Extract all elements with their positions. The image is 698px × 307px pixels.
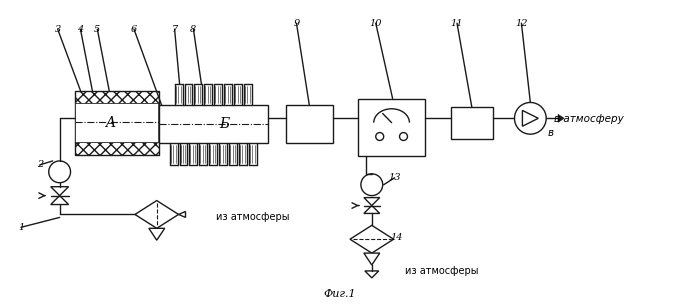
Text: из атмосферы: из атмосферы [216, 212, 290, 222]
Text: Фиг.1: Фиг.1 [324, 289, 357, 299]
Polygon shape [364, 198, 380, 205]
Text: 8: 8 [191, 25, 197, 34]
Bar [75, 91, 158, 155]
Bar [75, 91, 158, 103]
Polygon shape [135, 200, 179, 228]
Text: в: в [547, 128, 554, 138]
Bar [75, 142, 158, 155]
Polygon shape [364, 253, 380, 265]
Polygon shape [365, 271, 379, 278]
Polygon shape [179, 212, 186, 217]
Polygon shape [51, 187, 68, 196]
Bar [451, 107, 493, 139]
Text: 10: 10 [369, 19, 382, 28]
Circle shape [399, 133, 408, 141]
Text: в атмосферу: в атмосферу [554, 114, 624, 124]
Bar [358, 99, 425, 156]
Polygon shape [149, 228, 165, 240]
Text: 11: 11 [451, 19, 463, 28]
Circle shape [514, 103, 547, 134]
Polygon shape [51, 196, 68, 204]
Circle shape [376, 133, 384, 141]
Text: 6: 6 [131, 25, 137, 34]
Text: 2: 2 [37, 160, 43, 169]
Text: 13: 13 [388, 173, 401, 182]
Polygon shape [364, 205, 380, 213]
Text: 14: 14 [390, 233, 403, 242]
Text: 1: 1 [18, 223, 24, 232]
Text: Б: Б [219, 117, 229, 131]
Text: 12: 12 [515, 19, 528, 28]
Polygon shape [522, 111, 538, 126]
Bar [285, 105, 333, 143]
Text: из атмосферы: из атмосферы [406, 266, 479, 276]
Text: A: A [105, 116, 115, 130]
Circle shape [49, 161, 70, 183]
Bar [158, 105, 268, 143]
Text: 5: 5 [94, 25, 101, 34]
Bar [75, 103, 158, 142]
Polygon shape [558, 114, 564, 122]
Text: 9: 9 [293, 19, 299, 28]
Text: 4: 4 [77, 25, 84, 34]
Polygon shape [350, 225, 394, 253]
Circle shape [361, 174, 383, 196]
Text: 7: 7 [172, 25, 178, 34]
Text: 3: 3 [54, 25, 61, 34]
